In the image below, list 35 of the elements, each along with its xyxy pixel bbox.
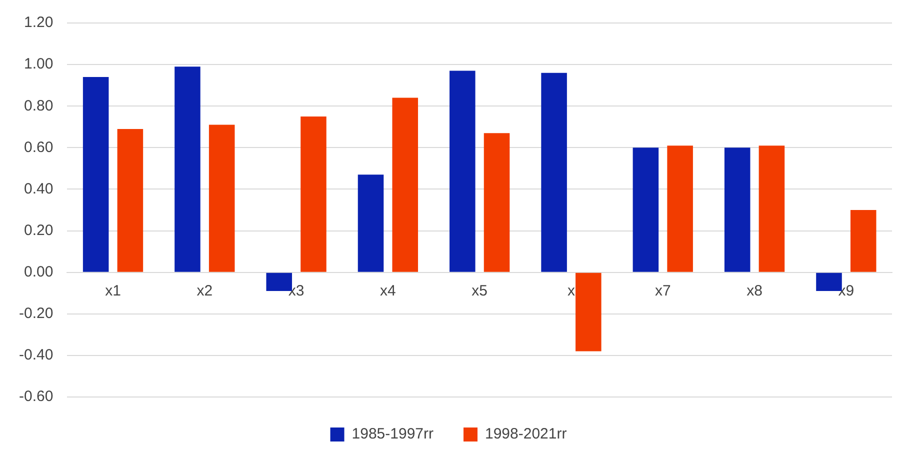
bar <box>758 146 785 272</box>
y-tick-label: 0.80 <box>24 97 54 114</box>
bar <box>358 174 384 272</box>
y-tick-label: 0.40 <box>24 180 54 198</box>
bar <box>541 72 567 272</box>
bar <box>300 116 326 272</box>
y-tick-label: -0.20 <box>18 305 54 322</box>
bar <box>117 128 144 272</box>
bar <box>667 146 693 272</box>
y-tick-label: -0.40 <box>18 346 54 364</box>
legend-label: 1985-1997rr <box>352 426 434 443</box>
x-tick-label: x8 <box>746 282 762 300</box>
y-tick-label: -0.60 <box>18 388 54 406</box>
bar <box>850 210 876 272</box>
bar <box>82 77 109 272</box>
bar <box>576 272 602 352</box>
x-tick-label: x2 <box>196 282 213 300</box>
bar <box>392 98 418 272</box>
bar <box>484 133 510 272</box>
y-tick-label: 0.20 <box>24 222 54 239</box>
x-tick-label: x1 <box>105 282 121 300</box>
x-tick-label: x5 <box>472 282 488 300</box>
x-tick-label: x <box>567 282 576 300</box>
bar <box>724 148 750 272</box>
x-tick-label: x4 <box>380 282 396 300</box>
y-tick-label: 0.00 <box>24 263 54 280</box>
bar <box>450 70 476 272</box>
y-tick-label: 1.20 <box>24 14 54 32</box>
x-tick-label: x7 <box>654 282 671 300</box>
bar <box>174 66 200 272</box>
y-tick-label: 1.00 <box>24 56 54 73</box>
y-tick-label: 0.60 <box>24 138 54 156</box>
bar <box>632 148 659 272</box>
legend-label: 1998-2021rr <box>485 426 567 443</box>
bar <box>208 124 235 272</box>
